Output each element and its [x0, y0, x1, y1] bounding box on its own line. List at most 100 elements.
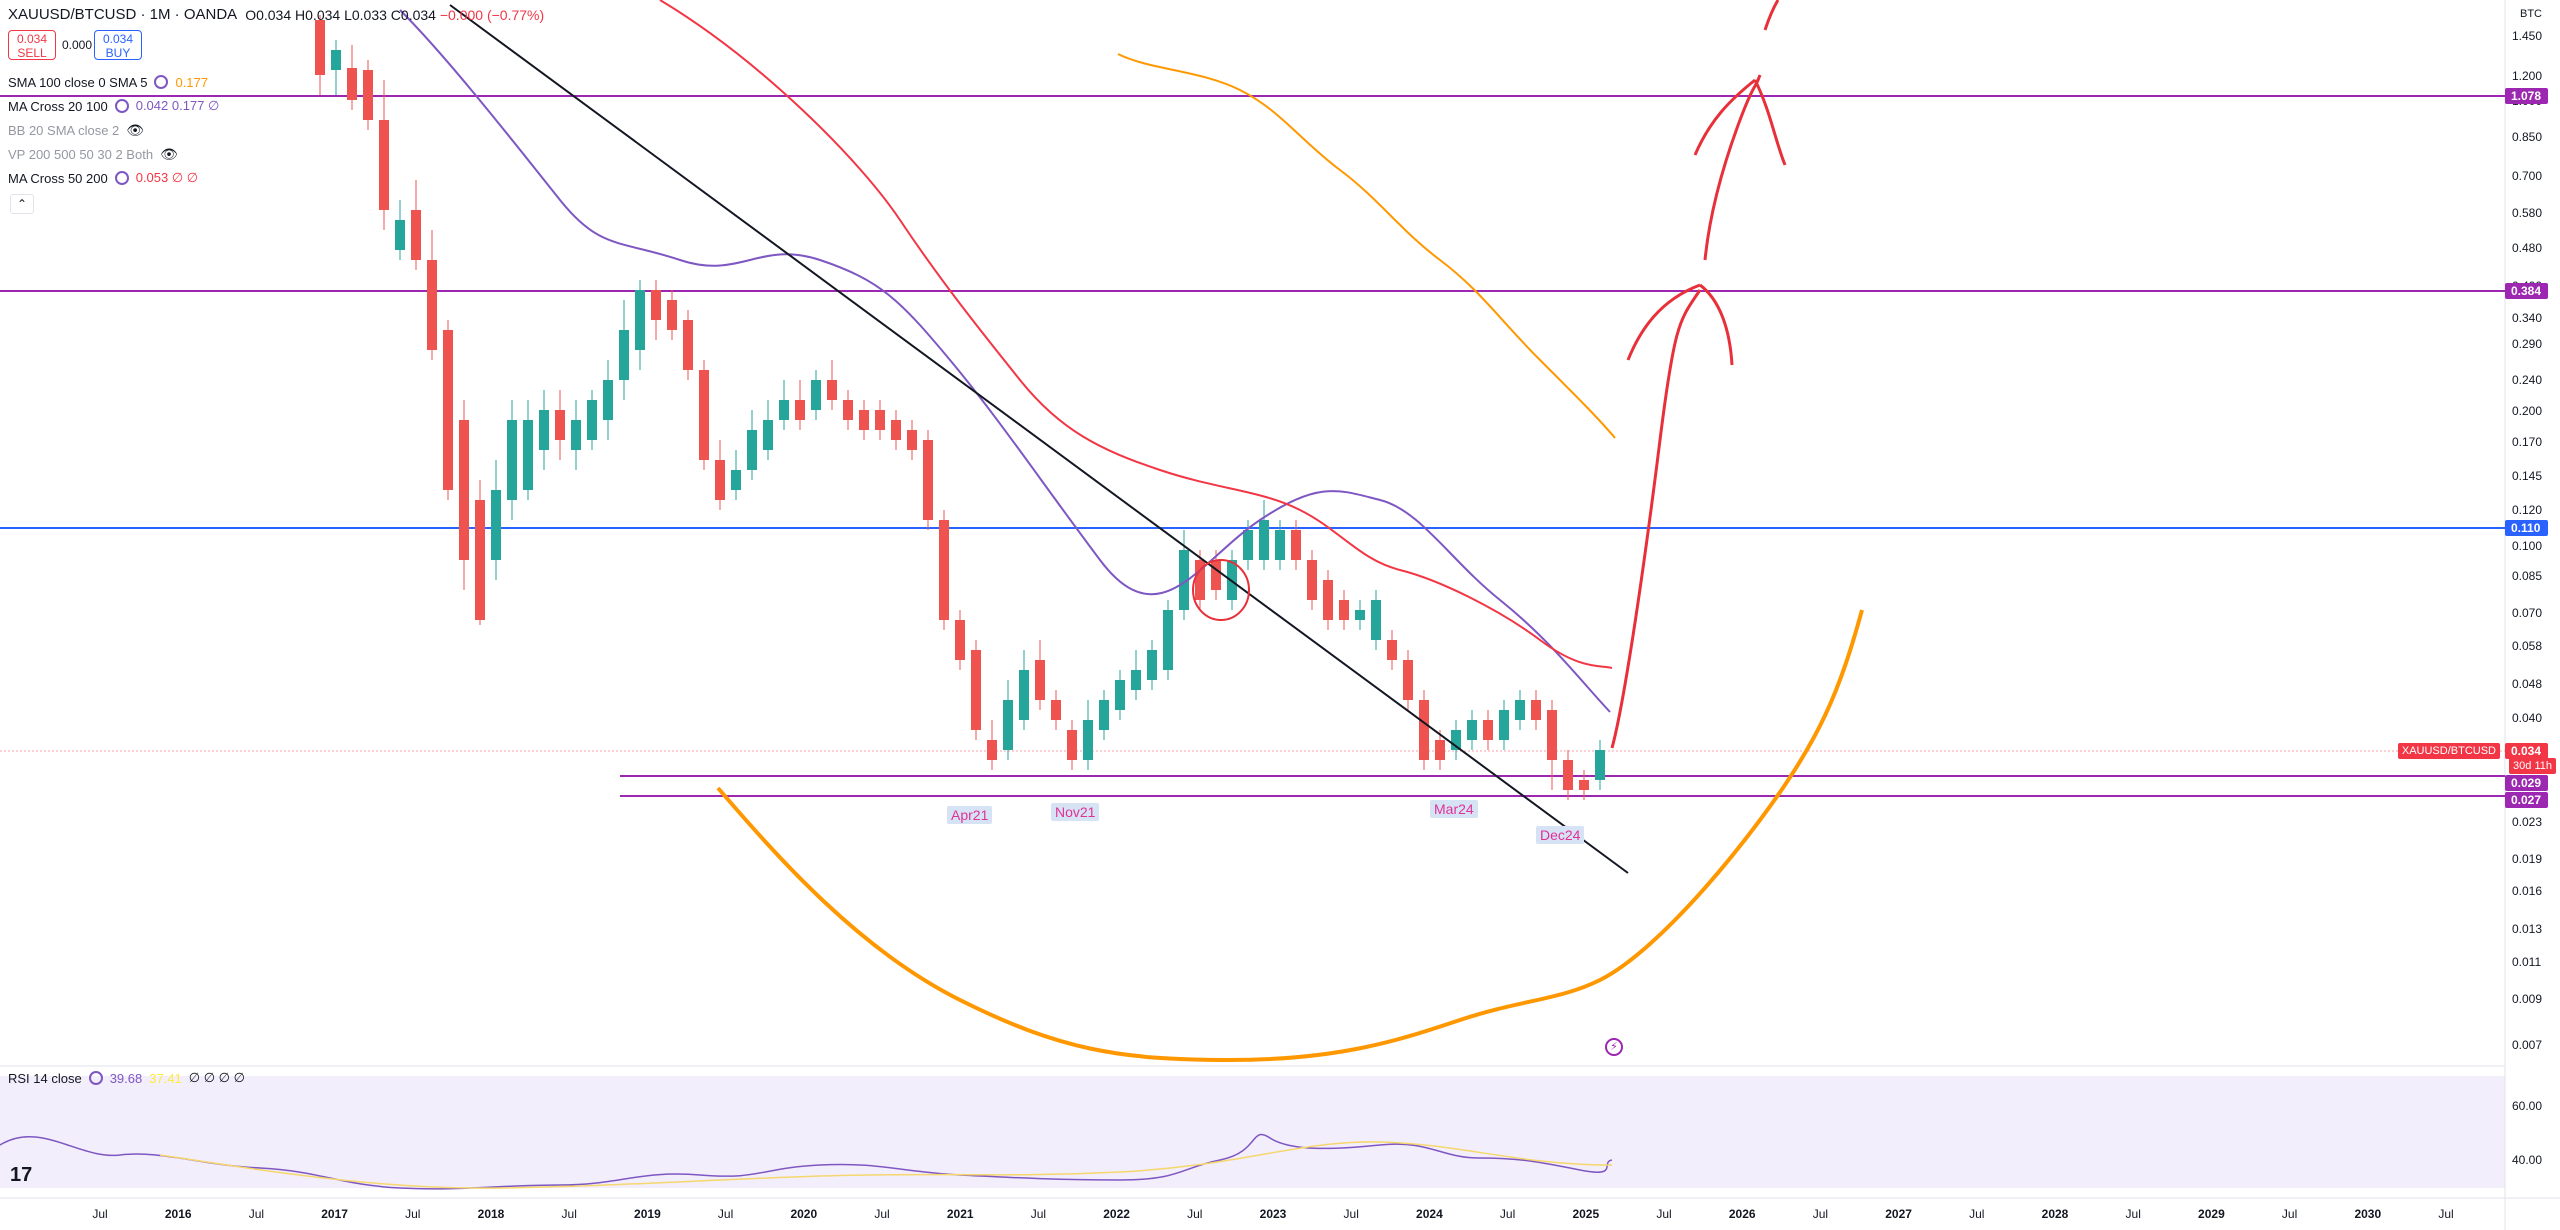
tradingview-logo[interactable]: 17: [10, 1164, 33, 1186]
close-value: C0.034: [390, 7, 436, 23]
candle-body: [1003, 700, 1013, 750]
settings-icon[interactable]: [88, 1071, 103, 1085]
candle-body: [443, 330, 453, 490]
rsi-ma-value: 37.41: [149, 1070, 182, 1086]
candle-body: [331, 50, 341, 70]
candle-body: [1515, 700, 1525, 720]
candle-body: [523, 420, 533, 490]
candle-body: [315, 20, 325, 75]
price-axis-label: 0.013: [2512, 922, 2542, 936]
time-axis-label: Jul: [1969, 1207, 1984, 1221]
candle-body: [1579, 780, 1589, 790]
symbol-title[interactable]: XAUUSD/BTCUSD · 1M · OANDA: [8, 6, 238, 23]
date-label-apr21[interactable]: Apr21: [947, 806, 993, 824]
sell-button[interactable]: 0.034 SELL: [8, 30, 56, 60]
date-label-dec24[interactable]: Dec24: [1536, 826, 1585, 844]
price-axis-label: 0.023: [2512, 815, 2542, 829]
time-axis-label: 2025: [1572, 1207, 1599, 1221]
time-axis-label: 2027: [1885, 1207, 1912, 1221]
date-label-nov21[interactable]: Nov21: [1051, 803, 1100, 821]
candle-body: [635, 290, 645, 350]
candle-body: [1499, 710, 1509, 740]
time-axis-label: 2022: [1103, 1207, 1130, 1221]
candle-body: [491, 490, 501, 560]
candle-body: [1051, 700, 1061, 720]
settings-icon[interactable]: [114, 99, 129, 113]
chart-legend: XAUUSD/BTCUSD · 1M · OANDA O0.034 H0.034…: [8, 3, 544, 27]
candle-body: [763, 420, 773, 450]
time-axis-label: 2016: [165, 1207, 192, 1221]
candle-body: [875, 410, 885, 430]
candle-body: [811, 380, 821, 410]
indicator-ma-cross-20-100[interactable]: MA Cross 20 100 0.042 0.177 ∅: [8, 94, 219, 118]
indicator-ma-cross-50-200[interactable]: MA Cross 50 200 0.053 ∅ ∅: [8, 166, 219, 190]
time-axis-label: Jul: [249, 1207, 264, 1221]
price-axis-label: 0.058: [2512, 639, 2542, 653]
rsi-legend: RSI 14 close 39.68 37.41 ∅ ∅ ∅ ∅: [8, 1070, 245, 1086]
eye-icon[interactable]: 👁: [126, 121, 145, 138]
settings-icon[interactable]: [114, 171, 129, 185]
settings-icon[interactable]: [154, 75, 169, 89]
indicator-label: MA Cross 50 200: [8, 170, 108, 186]
candle-body: [1131, 670, 1141, 690]
eye-icon[interactable]: 👁: [160, 145, 178, 162]
freehand-arrow-drawing[interactable]: [1610, 0, 1787, 749]
indicator-values: 0.053 ∅ ∅: [135, 170, 199, 185]
arc-drawing[interactable]: [716, 609, 1864, 1063]
price-tag: [2505, 283, 2548, 299]
candle-body: [395, 220, 405, 250]
time-axis-label: Jul: [1813, 1207, 1828, 1221]
time-axis-label: Jul: [405, 1207, 420, 1221]
candle-body: [571, 420, 581, 450]
open-value: O0.034: [245, 7, 292, 23]
candle-body: [427, 260, 437, 350]
price-axis-label: 0.009: [2512, 992, 2542, 1006]
circle-drawing[interactable]: [1192, 559, 1250, 621]
price-axis-label: 0.011: [2512, 955, 2541, 969]
trendline-drawing[interactable]: [449, 4, 1629, 874]
candle-body: [1099, 700, 1109, 730]
candle-body: [1387, 640, 1397, 660]
candle-body: [379, 120, 389, 210]
high-value: H0.034: [295, 7, 341, 23]
low-value: L0.033: [344, 7, 387, 23]
time-axis-label: 2023: [1260, 1207, 1287, 1221]
candle-body: [1147, 650, 1157, 680]
indicator-bb[interactable]: BB 20 SMA close 2 👁: [8, 118, 219, 142]
candle-body: [1595, 750, 1605, 780]
price-axis-label: 0.085: [2512, 569, 2542, 583]
candle-body: [1419, 700, 1429, 760]
indicator-sma100[interactable]: SMA 100 close 0 SMA 5 0.177: [8, 70, 219, 94]
price-tag-label: 1.078: [2511, 89, 2541, 103]
candle-body: [1179, 550, 1189, 610]
trade-panel: 0.034 SELL 0.000 0.034 BUY: [8, 30, 142, 60]
lightning-icon[interactable]: ⚡: [1605, 1038, 1623, 1056]
candle-body: [1531, 700, 1541, 720]
candle-body: [1323, 580, 1333, 620]
price-axis-label: 0.240: [2512, 373, 2542, 387]
candle-body: [827, 380, 837, 400]
candle-body: [971, 650, 981, 730]
candle-body: [1067, 730, 1077, 760]
time-axis-label: Jul: [718, 1207, 733, 1221]
price-axis-label: 0.200: [2512, 404, 2542, 418]
candle-body: [667, 300, 677, 330]
indicator-vp[interactable]: VP 200 500 50 30 2 Both 👁: [8, 142, 219, 166]
time-axis-label: Jul: [2438, 1207, 2453, 1221]
rsi-pane-background: [0, 1076, 2505, 1188]
indicator-label: SMA 100 close 0 SMA 5: [8, 74, 148, 90]
price-axis-label: 0.340: [2512, 311, 2542, 325]
indicator-list: SMA 100 close 0 SMA 5 0.177 MA Cross 20 …: [8, 70, 219, 190]
price-axis-label: 0.480: [2512, 241, 2542, 255]
chevron-up-icon[interactable]: ⌃: [10, 194, 34, 214]
indicator-values: 0.042 0.177 ∅: [135, 98, 220, 113]
price-tag: [2505, 88, 2548, 104]
price-axis-label: 0.019: [2512, 852, 2542, 866]
buy-button[interactable]: 0.034 BUY: [94, 30, 142, 60]
indicator-label: BB 20 SMA close 2: [8, 122, 120, 138]
date-label-mar24[interactable]: Mar24: [1430, 800, 1478, 818]
time-axis-label: Jul: [562, 1207, 577, 1221]
candle-body: [1019, 670, 1029, 720]
time-axis-label: 2030: [2354, 1207, 2381, 1221]
